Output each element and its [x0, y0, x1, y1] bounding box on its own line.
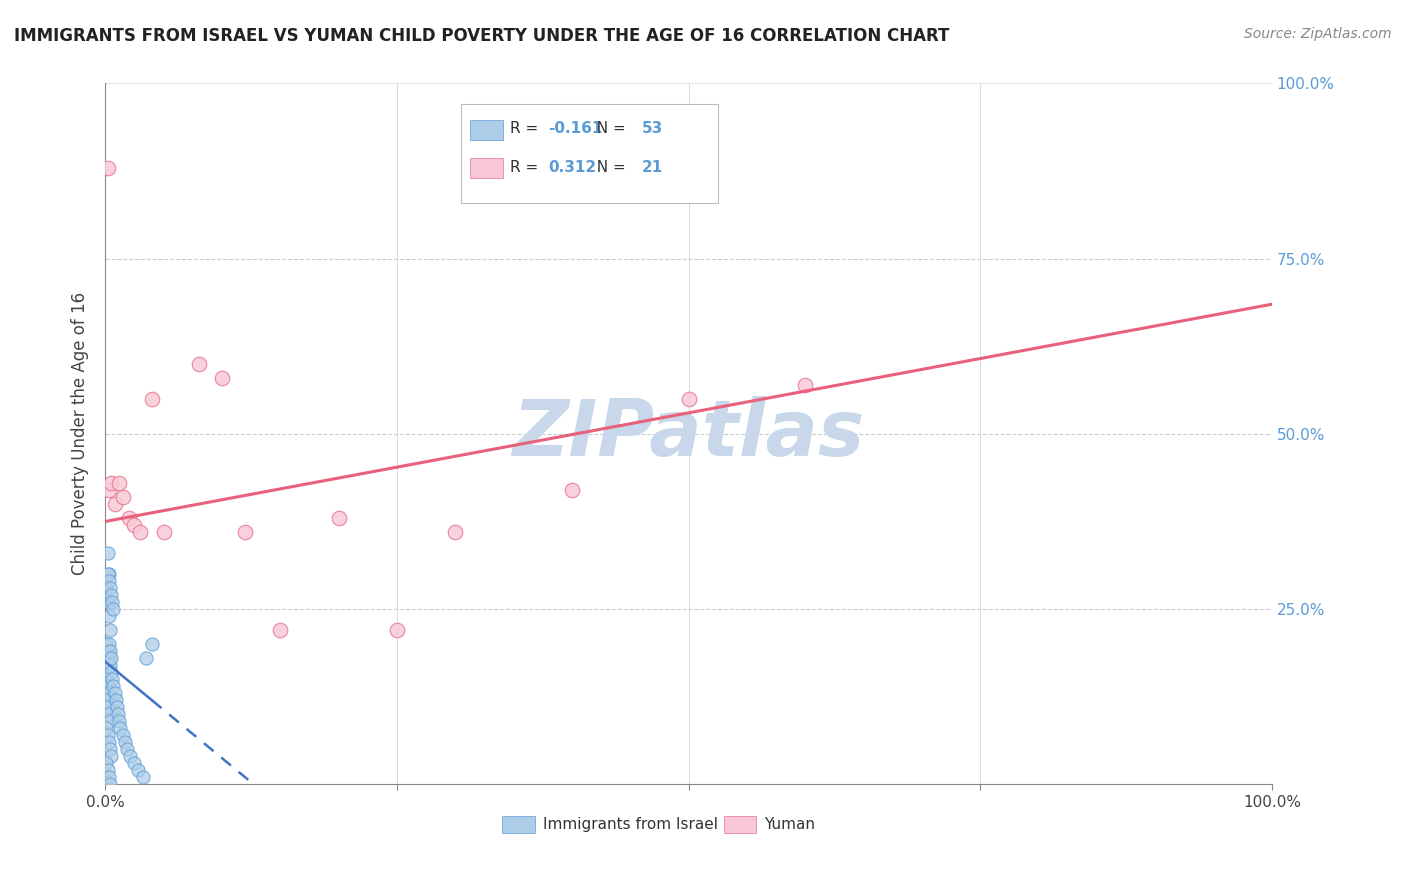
Point: [98, 658, 121, 673]
Point: [96, 637, 118, 651]
Point: [100, 475, 122, 490]
FancyBboxPatch shape: [471, 120, 503, 139]
Point: [114, 735, 136, 749]
Point: [100, 651, 122, 665]
Point: [101, 672, 124, 686]
FancyBboxPatch shape: [502, 816, 534, 833]
Point: [97, 707, 120, 722]
Y-axis label: Child Poverty Under the Age of 16: Child Poverty Under the Age of 16: [72, 293, 89, 575]
Point: [108, 714, 131, 729]
Text: Source: ZipAtlas.com: Source: ZipAtlas.com: [1244, 27, 1392, 41]
Point: [152, 524, 174, 539]
FancyBboxPatch shape: [724, 816, 756, 833]
Point: [135, 651, 157, 665]
Point: [97, 574, 120, 588]
Point: [96, 546, 118, 560]
Point: [103, 686, 125, 700]
Point: [129, 524, 152, 539]
Point: [96, 644, 118, 658]
Point: [97, 770, 120, 784]
Point: [127, 764, 149, 778]
Point: [561, 483, 583, 497]
Point: [107, 707, 129, 722]
Point: [385, 623, 408, 637]
Point: [97, 686, 120, 700]
Point: [96, 679, 118, 693]
Point: [124, 518, 146, 533]
Point: [103, 497, 125, 511]
Point: [103, 602, 125, 616]
Point: [97, 651, 120, 665]
Point: [96, 693, 118, 707]
Point: [96, 700, 118, 714]
Point: [98, 623, 121, 637]
Point: [108, 475, 131, 490]
Point: [96, 756, 118, 771]
Point: [98, 581, 121, 595]
Text: N =: N =: [588, 160, 631, 175]
Point: [111, 728, 134, 742]
Text: N =: N =: [588, 121, 631, 136]
Point: [328, 511, 350, 525]
Text: ZIPatlas: ZIPatlas: [512, 396, 865, 472]
Point: [96, 764, 118, 778]
Point: [103, 679, 125, 693]
Point: [110, 721, 132, 735]
Point: [96, 161, 118, 175]
Text: -0.161: -0.161: [548, 121, 603, 136]
FancyBboxPatch shape: [461, 104, 717, 202]
Text: 53: 53: [643, 121, 664, 136]
Point: [118, 749, 141, 764]
Point: [100, 665, 122, 680]
Point: [97, 483, 120, 497]
FancyBboxPatch shape: [471, 159, 503, 178]
Point: [124, 756, 146, 771]
Point: [105, 700, 128, 714]
Text: 21: 21: [643, 160, 664, 175]
Point: [96, 721, 118, 735]
Text: IMMIGRANTS FROM ISRAEL VS YUMAN CHILD POVERTY UNDER THE AGE OF 16 CORRELATION CH: IMMIGRANTS FROM ISRAEL VS YUMAN CHILD PO…: [14, 27, 949, 45]
Point: [211, 371, 233, 385]
Point: [104, 693, 127, 707]
Point: [100, 749, 122, 764]
Point: [444, 524, 467, 539]
Point: [96, 581, 118, 595]
Point: [97, 567, 120, 582]
Point: [269, 623, 291, 637]
Point: [96, 567, 118, 582]
Point: [97, 735, 120, 749]
Point: [98, 644, 121, 658]
Point: [678, 392, 700, 406]
Point: [117, 742, 139, 756]
Text: 0.312: 0.312: [548, 160, 596, 175]
Point: [111, 490, 134, 504]
Text: Immigrants from Israel: Immigrants from Israel: [543, 817, 717, 831]
Point: [100, 588, 122, 602]
Text: Yuman: Yuman: [765, 817, 815, 831]
Text: R =: R =: [510, 121, 543, 136]
Point: [131, 770, 153, 784]
Point: [97, 637, 120, 651]
Point: [98, 777, 121, 791]
Point: [233, 524, 256, 539]
Point: [98, 742, 121, 756]
Point: [141, 637, 163, 651]
Point: [96, 728, 118, 742]
Point: [141, 392, 163, 406]
Text: R =: R =: [510, 160, 543, 175]
Point: [96, 595, 118, 609]
Point: [187, 357, 209, 371]
Point: [97, 609, 120, 624]
Point: [96, 672, 118, 686]
Point: [117, 511, 139, 525]
Point: [101, 595, 124, 609]
Point: [98, 714, 121, 729]
Point: [794, 377, 817, 392]
